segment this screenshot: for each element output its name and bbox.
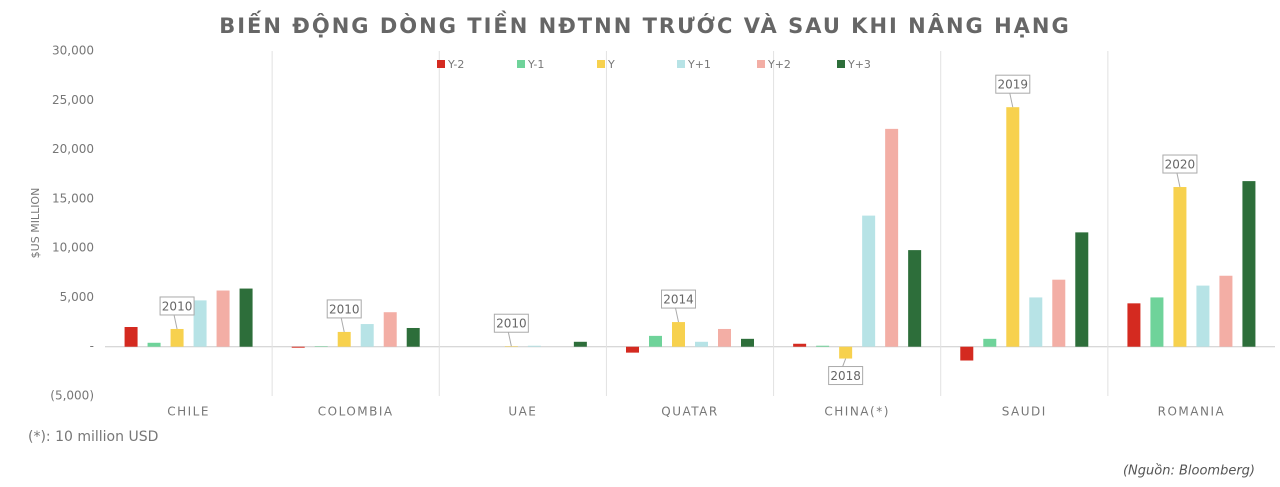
annotation-pointer (1176, 172, 1181, 188)
bar (983, 338, 997, 347)
bar (291, 346, 305, 348)
bar (862, 215, 876, 347)
x-tick-label: COLOMBIA (318, 405, 394, 419)
bar (406, 327, 420, 347)
bar (1127, 303, 1141, 347)
legend-label: Y-2 (447, 58, 464, 71)
bar (695, 341, 708, 347)
legend-swatch (597, 60, 605, 68)
annotation: 2018 (830, 369, 861, 383)
annotation-box (1162, 154, 1198, 174)
annotation-box (159, 296, 195, 316)
x-tick-label: CHINA(*) (824, 405, 890, 419)
bar (383, 312, 397, 347)
y-tick-label: 10,000 (52, 241, 94, 255)
legend-swatch (437, 60, 445, 68)
y-axis-label: $US MILLION (29, 188, 42, 259)
x-tick-label: ROMANIA (1158, 405, 1226, 419)
annotation: 2010 (496, 317, 527, 331)
annotation: 2014 (663, 293, 694, 307)
y-tick-label: - (90, 339, 94, 353)
chart-title: BIẾN ĐỘNG DÒNG TIỀN NĐTNN TRƯỚC VÀ SAU K… (219, 10, 1071, 38)
bar (193, 300, 207, 347)
legend-swatch (517, 60, 525, 68)
annotation-pointer (842, 358, 847, 367)
y-tick-label: 30,000 (52, 44, 94, 58)
annotation: 2019 (998, 78, 1029, 92)
bar (816, 345, 830, 347)
bar (170, 328, 184, 347)
bar (718, 328, 731, 347)
bar (672, 322, 685, 347)
bar (1196, 285, 1210, 347)
x-tick-label: CHILE (167, 405, 210, 419)
bar (360, 324, 374, 347)
bar (1173, 187, 1187, 347)
bar (1006, 107, 1020, 347)
bar (1242, 181, 1256, 347)
x-tick-label: SAUDI (1002, 405, 1047, 419)
bar (1029, 297, 1043, 347)
annotation: 2010 (162, 299, 193, 313)
x-tick-label: UAE (508, 405, 537, 419)
legend-label: Y+3 (847, 58, 871, 71)
bar (960, 346, 974, 361)
bar (1150, 297, 1164, 347)
annotation-box (995, 74, 1031, 94)
bar (908, 250, 922, 347)
footnote: (*): 10 million USD (28, 429, 158, 445)
annotation-box (326, 299, 362, 319)
annotation-box (828, 366, 864, 386)
bar (1219, 275, 1233, 347)
bar (793, 343, 807, 347)
bar (239, 288, 253, 347)
source: (Nguồn: Bloomberg) (1123, 464, 1255, 479)
y-tick-label: 20,000 (52, 142, 94, 156)
bar (573, 341, 587, 347)
annotation-pointer (173, 314, 178, 330)
annotation-box (493, 313, 529, 333)
annotation-pointer (1009, 93, 1014, 108)
annotation-pointer (507, 332, 512, 347)
y-tick-label: (5,000) (50, 389, 94, 403)
y-tick-label: 5,000 (60, 290, 94, 304)
bar (337, 331, 351, 347)
bar (839, 346, 853, 359)
legend-swatch (757, 60, 765, 68)
bar (527, 345, 541, 347)
legend-label: Y+2 (767, 58, 791, 71)
legend-label: Y (607, 58, 615, 71)
bar (885, 128, 899, 347)
bar (124, 327, 138, 347)
bar (1052, 279, 1066, 347)
x-tick-label: QUATAR (661, 405, 718, 419)
annotation: 2010 (329, 302, 360, 316)
bar (216, 290, 230, 347)
bar (741, 338, 754, 347)
annotation-box (661, 289, 696, 309)
y-tick-label: 25,000 (52, 93, 94, 107)
legend-swatch (677, 60, 685, 68)
annotation-pointer (675, 307, 679, 323)
bar (626, 346, 639, 353)
annotation-pointer (340, 317, 345, 333)
legend-label: Y+1 (687, 58, 711, 71)
annotation: 2020 (1165, 158, 1196, 172)
bar (649, 335, 662, 347)
legend-swatch (837, 60, 845, 68)
bar (147, 342, 161, 347)
y-tick-label: 15,000 (52, 191, 94, 205)
bar (1075, 232, 1089, 347)
legend-label: Y-1 (527, 58, 544, 71)
